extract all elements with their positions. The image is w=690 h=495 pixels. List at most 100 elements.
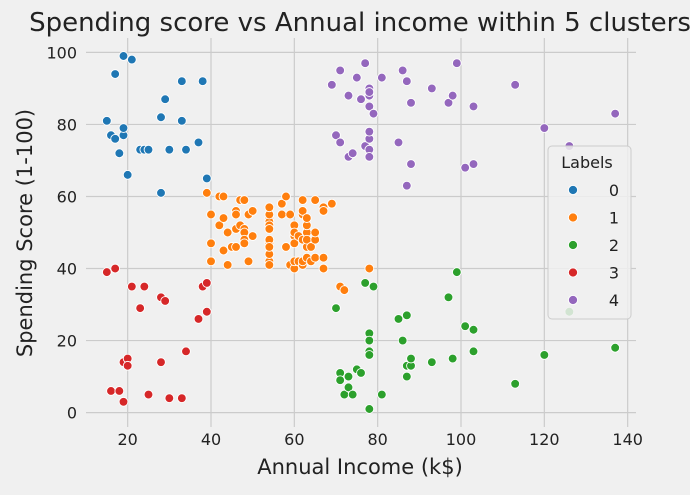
data-point — [264, 260, 275, 270]
data-point — [143, 389, 154, 400]
data-point — [156, 188, 166, 198]
data-point — [401, 371, 412, 382]
legend-marker-4 — [567, 294, 579, 306]
data-point — [264, 242, 275, 252]
data-point — [289, 238, 300, 249]
legend-marker-0 — [567, 184, 579, 196]
data-point — [110, 263, 121, 274]
data-point — [297, 195, 308, 205]
x-axis-label: Annual Income (k$) — [257, 455, 463, 479]
x-tick-label: 80 — [367, 430, 387, 449]
x-tick-label: 140 — [612, 430, 643, 449]
data-point — [126, 54, 137, 65]
data-point — [101, 267, 112, 277]
data-point — [364, 101, 375, 112]
legend-marker-2 — [567, 239, 579, 251]
data-point — [364, 263, 375, 274]
data-point — [247, 231, 258, 241]
data-point — [164, 144, 175, 155]
x-tick-label: 60 — [284, 430, 304, 449]
series-1 — [201, 188, 375, 295]
y-tick-label: 60 — [57, 187, 77, 206]
data-point — [368, 108, 379, 119]
y-tick-label: 100 — [46, 43, 77, 62]
data-point — [426, 357, 437, 368]
data-point — [156, 112, 166, 123]
legend-label-3: 3 — [609, 264, 619, 283]
data-point — [110, 69, 121, 79]
data-point — [351, 72, 362, 83]
legend-label-2: 2 — [609, 236, 619, 255]
data-point — [193, 314, 204, 324]
data-point — [214, 220, 225, 231]
data-point — [401, 310, 412, 321]
data-point — [206, 256, 216, 267]
data-point — [231, 242, 241, 252]
data-point — [364, 335, 375, 346]
x-tick-label: 100 — [446, 430, 477, 449]
data-point — [447, 90, 458, 101]
data-point — [176, 115, 187, 126]
data-point — [397, 335, 408, 346]
data-point — [206, 209, 216, 220]
data-point — [368, 281, 379, 292]
data-point — [218, 245, 229, 256]
data-point — [539, 123, 550, 133]
data-point — [276, 198, 287, 209]
data-point — [201, 188, 212, 198]
data-point — [335, 137, 346, 148]
data-point — [401, 180, 412, 191]
data-point — [401, 76, 412, 87]
data-point — [160, 296, 171, 306]
data-point — [114, 148, 125, 159]
data-point — [339, 285, 350, 295]
data-point — [222, 227, 233, 238]
data-point — [443, 97, 454, 108]
data-point — [247, 206, 258, 216]
data-point — [468, 101, 479, 112]
y-tick-label: 20 — [57, 332, 77, 351]
data-point — [222, 260, 233, 270]
data-point — [468, 346, 479, 357]
data-point — [443, 292, 454, 303]
y-tick-label: 40 — [57, 260, 77, 279]
data-point — [122, 170, 133, 180]
data-point — [331, 303, 341, 313]
data-point — [364, 126, 375, 137]
data-point — [122, 360, 133, 371]
data-point — [297, 206, 308, 216]
data-point — [201, 173, 212, 184]
data-point — [114, 386, 125, 396]
data-point — [193, 137, 204, 148]
data-point — [326, 79, 337, 90]
data-point — [406, 353, 416, 364]
data-point — [393, 137, 404, 148]
data-point — [156, 357, 166, 368]
data-point — [106, 386, 116, 396]
data-point — [239, 195, 250, 205]
y-axis-ticks: 0 20 40 60 80 100 — [46, 43, 77, 422]
data-point — [197, 76, 208, 87]
series-2 — [331, 267, 621, 414]
x-tick-label: 120 — [529, 430, 560, 449]
x-tick-label: 40 — [201, 430, 221, 449]
data-point — [406, 97, 416, 108]
data-point — [110, 134, 121, 144]
data-point — [310, 195, 321, 205]
legend-marker-1 — [567, 212, 579, 223]
series-3 — [101, 263, 212, 407]
data-point — [176, 393, 187, 404]
data-point — [306, 242, 316, 252]
data-point — [460, 162, 471, 173]
data-point — [218, 191, 229, 202]
data-point — [376, 72, 387, 83]
data-point — [343, 90, 354, 101]
data-point — [468, 324, 479, 335]
data-point — [610, 108, 621, 119]
data-point — [343, 371, 354, 382]
data-point — [181, 346, 191, 357]
data-point — [264, 224, 275, 234]
data-point — [118, 396, 129, 407]
